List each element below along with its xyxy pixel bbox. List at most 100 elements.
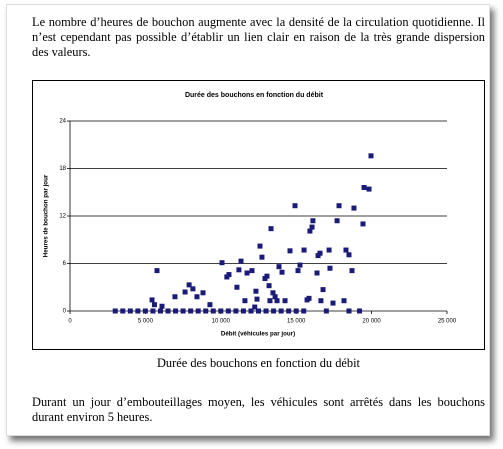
scatter-point: [341, 298, 347, 304]
scatter-point: [150, 308, 156, 314]
scatter-point: [360, 221, 366, 227]
scatter-point: [248, 308, 254, 314]
scatter-point: [271, 308, 277, 314]
scatter-point: [270, 290, 276, 296]
y-tick-label: 12: [59, 214, 66, 220]
scatter-point: [112, 308, 118, 314]
scatter-point: [278, 308, 284, 314]
scatter-point: [225, 308, 231, 314]
paragraph: Le nombre d’heures de bouchon augmente a…: [32, 15, 485, 59]
scatter-point: [256, 308, 261, 314]
scatter-point: [327, 265, 333, 271]
scatter-point: [142, 308, 148, 314]
y-tick-label: 18: [59, 166, 66, 172]
chart-title: Durée des bouchons en fonction du débit: [185, 92, 324, 99]
scatter-point: [366, 186, 372, 192]
x-tick-label: 5 000: [138, 319, 154, 325]
scatter-point: [188, 308, 194, 314]
scatter-point: [218, 308, 224, 314]
scatter-point: [207, 302, 213, 308]
scatter-point: [314, 270, 320, 276]
scatter-point: [135, 308, 141, 314]
scatter-point: [266, 283, 272, 289]
scatter-point: [151, 302, 157, 308]
y-tick-label: 24: [59, 119, 66, 125]
chart-frame: [32, 80, 485, 350]
scatter-point: [320, 287, 326, 293]
scatter-point: [323, 308, 329, 314]
scatter-point: [349, 268, 355, 274]
scatter-point: [307, 228, 313, 234]
scatter-point: [149, 297, 155, 303]
scatter-point: [254, 296, 260, 302]
scatter-point: [293, 308, 299, 314]
scatter-point: [292, 203, 298, 209]
paper: Le nombre d’heures de bouchon augmente a…: [6, 4, 490, 436]
scatter-point: [346, 308, 352, 314]
scatter-point: [295, 268, 301, 274]
paragraph: Durant un jour d’embouteillages moyen, l…: [32, 395, 485, 424]
scatter-point: [210, 308, 216, 314]
scatter-point: [240, 308, 246, 314]
scatter-point: [154, 268, 160, 274]
scatter-point: [336, 203, 342, 209]
scatter-point: [346, 252, 352, 258]
scatter-point: [194, 294, 200, 300]
x-axis-label: Débit (véhicules par jour): [221, 331, 295, 338]
scatter-point: [200, 290, 206, 296]
scatter-point: [244, 270, 250, 276]
scatter-point: [257, 243, 263, 249]
scatter-point: [226, 272, 232, 278]
x-tick-label: 0: [68, 319, 72, 325]
scatter-point: [203, 308, 209, 314]
scatter-point: [310, 218, 316, 224]
x-tick-label: 15 000: [287, 319, 306, 325]
scatter-point: [180, 308, 186, 314]
scatter-point: [238, 258, 244, 264]
scatter-point: [127, 308, 133, 314]
x-tick-label: 25 000: [438, 319, 457, 325]
scatter-point: [259, 254, 265, 260]
scatter-point: [190, 286, 196, 292]
scatter-point: [368, 153, 374, 159]
scatter-point: [317, 250, 323, 256]
scatter-point: [165, 308, 171, 314]
scatter-point: [186, 282, 192, 288]
scatter-point: [309, 224, 315, 230]
scatter-point: [297, 262, 303, 268]
caption: Durée des bouchons en fonction du débit: [156, 356, 361, 370]
scatter-point: [267, 298, 273, 304]
scatter-point: [301, 247, 307, 253]
scatter-point: [286, 308, 292, 314]
scatter-point: [301, 308, 307, 314]
scatter-point: [334, 218, 340, 224]
scatter-point: [157, 308, 163, 314]
scatter-point: [351, 205, 357, 211]
scatter-point: [173, 308, 179, 314]
scatter-point: [268, 226, 274, 232]
scatter-point: [279, 269, 285, 275]
scatter-point: [195, 308, 201, 314]
scatter-point: [330, 300, 336, 306]
scatter-point: [242, 298, 248, 304]
y-tick-label: 6: [63, 261, 67, 267]
chart: Durée des bouchons en fonction du débit …: [32, 80, 485, 350]
scatter-point: [234, 284, 240, 290]
scatter-point: [172, 294, 178, 300]
x-tick-label: 10 000: [212, 319, 231, 325]
scatter-point: [252, 304, 258, 310]
scatter-point: [318, 298, 324, 304]
scatter-point: [326, 247, 332, 253]
scatter-point: [233, 308, 239, 314]
scatter-point: [182, 289, 188, 295]
x-tick-label: 20 000: [362, 319, 381, 325]
y-tick-label: 0: [63, 309, 67, 315]
y-axis-label: Heures de bouchon par jour: [43, 174, 50, 257]
scatter-point: [120, 308, 126, 314]
scatter-point: [159, 303, 165, 309]
scatter-point: [282, 298, 288, 304]
scatter-point: [306, 295, 312, 301]
scatter-point: [263, 308, 269, 314]
scatter-point: [253, 288, 259, 294]
